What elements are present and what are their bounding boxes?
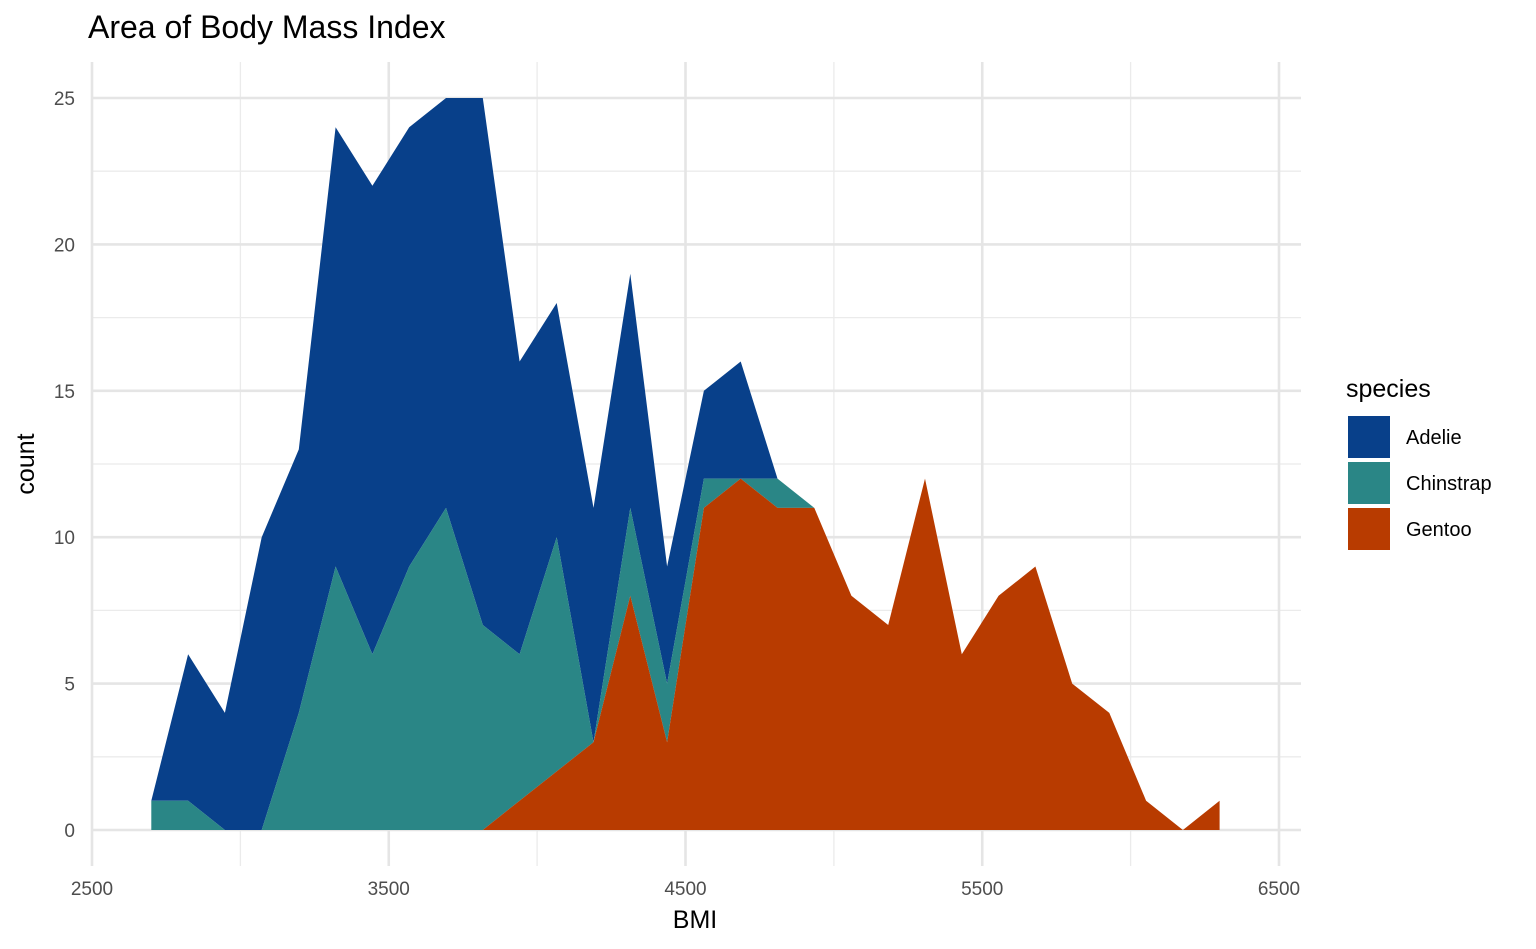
legend-key-adelie: [1348, 416, 1390, 458]
area-adelie: [151, 98, 1220, 830]
x-tick-label: 2500: [71, 879, 113, 900]
chart-title: Area of Body Mass Index: [88, 9, 446, 45]
legend-key-gentoo: [1348, 508, 1390, 550]
y-tick-label: 5: [64, 675, 75, 696]
x-axis-ticks: 2500 3500 4500 5500 6500: [71, 879, 1300, 900]
x-tick-label: 4500: [664, 879, 706, 900]
legend-label-chinstrap: Chinstrap: [1406, 473, 1492, 495]
legend-items: Adelie Chinstrap Gentoo: [1348, 416, 1492, 550]
y-axis-label: count: [12, 433, 40, 494]
area-series: [151, 98, 1220, 830]
y-tick-label: 20: [54, 235, 75, 256]
y-tick-label: 25: [54, 89, 75, 110]
area-gentoo: [151, 478, 1220, 830]
y-tick-label: 0: [64, 821, 75, 842]
legend-label-gentoo: Gentoo: [1406, 519, 1472, 541]
legend-title: species: [1346, 375, 1431, 403]
x-tick-label: 5500: [961, 879, 1003, 900]
legend-label-adelie: Adelie: [1406, 427, 1462, 449]
x-tick-label: 3500: [368, 879, 410, 900]
y-tick-label: 10: [54, 528, 75, 549]
legend-key-chinstrap: [1348, 462, 1390, 504]
y-tick-label: 15: [54, 382, 75, 403]
x-tick-label: 6500: [1258, 879, 1300, 900]
x-axis-label: BMI: [673, 906, 717, 934]
y-axis-ticks: 0 5 10 15 20 25: [54, 89, 75, 842]
area-chinstrap: [151, 478, 1220, 830]
legend: species Adelie Chinstrap Gentoo: [1346, 375, 1492, 550]
